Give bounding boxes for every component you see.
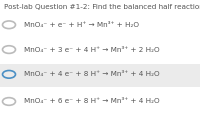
Text: Post-lab Question #1-2: Find the balanced half reaction:: Post-lab Question #1-2: Find the balance… — [4, 4, 200, 10]
Text: MnO₄⁻ + 6 e⁻ + 8 H⁺ → Mn³⁺ + 4 H₂O: MnO₄⁻ + 6 e⁻ + 8 H⁺ → Mn³⁺ + 4 H₂O — [24, 99, 160, 104]
FancyBboxPatch shape — [0, 64, 200, 87]
Text: MnO₄⁻ + e⁻ + H⁺ → Mn³⁺ + H₂O: MnO₄⁻ + e⁻ + H⁺ → Mn³⁺ + H₂O — [24, 22, 139, 28]
Text: MnO₄⁻ + 3 e⁻ + 4 H⁺ → Mn³⁺ + 2 H₂O: MnO₄⁻ + 3 e⁻ + 4 H⁺ → Mn³⁺ + 2 H₂O — [24, 47, 160, 53]
Text: MnO₄⁻ + 4 e⁻ + 8 H⁺ → Mn³⁺ + 4 H₂O: MnO₄⁻ + 4 e⁻ + 8 H⁺ → Mn³⁺ + 4 H₂O — [24, 71, 160, 77]
